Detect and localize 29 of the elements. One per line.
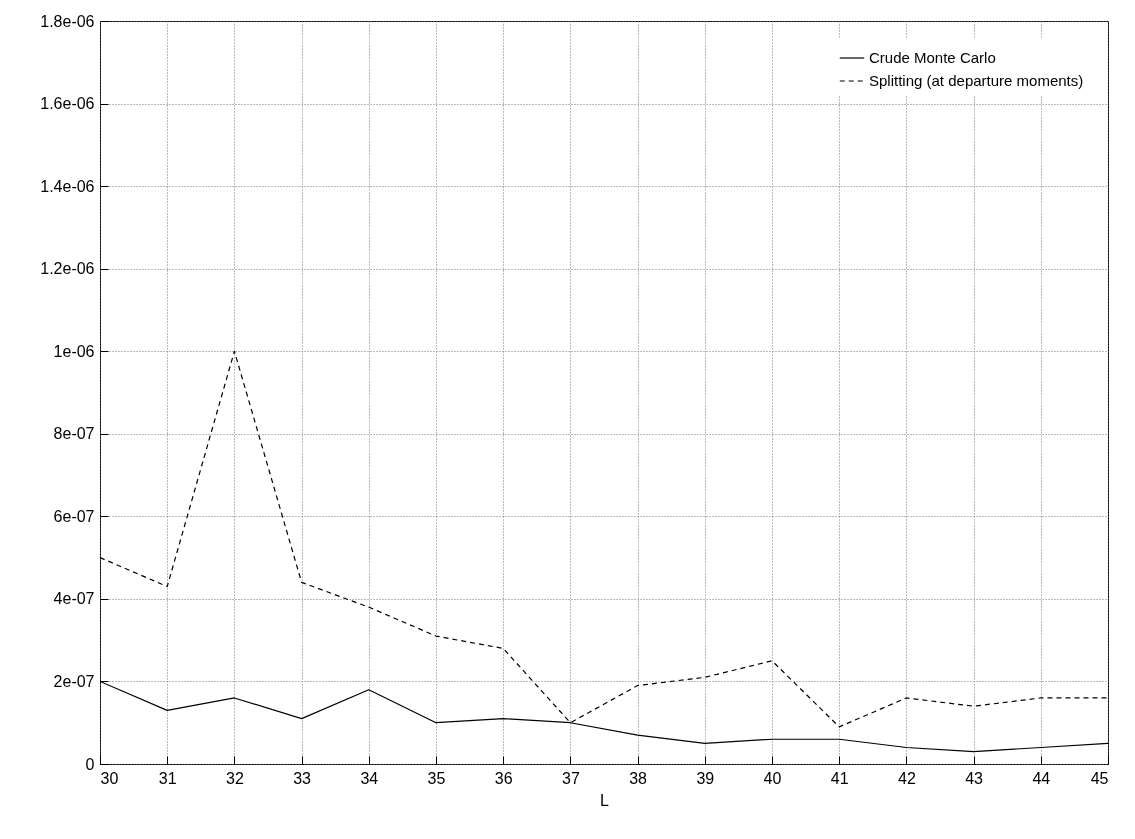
x-tick-label: 36 [494,769,513,787]
x-tick-label: 38 [629,769,648,787]
legend-label: Splitting (at departure moments) [869,72,1084,89]
y-tick-label: 4e-07 [53,590,95,608]
x-tick-label: 34 [360,769,379,787]
x-tick-label: 37 [562,769,580,787]
x-tick-label: 31 [158,769,177,787]
x-tick-label: 30 [100,769,119,787]
x-tick-label: 42 [898,769,916,787]
y-tick-label: 0 [85,755,95,773]
y-tick-label: 1.8e-06 [40,12,95,30]
x-tick-label: 33 [293,769,312,787]
x-tick-label: 32 [226,769,244,787]
y-tick-label: 1.2e-06 [40,260,95,278]
x-tick-label: 41 [830,769,849,787]
x-axis-title: L [600,791,610,809]
x-tick-label: 45 [1090,769,1109,787]
x-tick-label: 43 [965,769,984,787]
y-tick-label: 6e-07 [53,507,95,525]
y-tick-label: 2e-07 [53,672,95,690]
x-tick-label: 44 [1032,769,1051,787]
y-tick-label: 1.4e-06 [40,177,95,195]
y-tick-label: 1e-06 [53,342,95,360]
y-tick-label: 8e-07 [53,425,95,443]
x-tick-label: 35 [427,769,446,787]
x-tick-label: 40 [763,769,782,787]
legend-label: Crude Monte Carlo [869,49,996,66]
x-tick-label: 39 [696,769,715,787]
y-tick-label: 1.6e-06 [40,95,95,113]
